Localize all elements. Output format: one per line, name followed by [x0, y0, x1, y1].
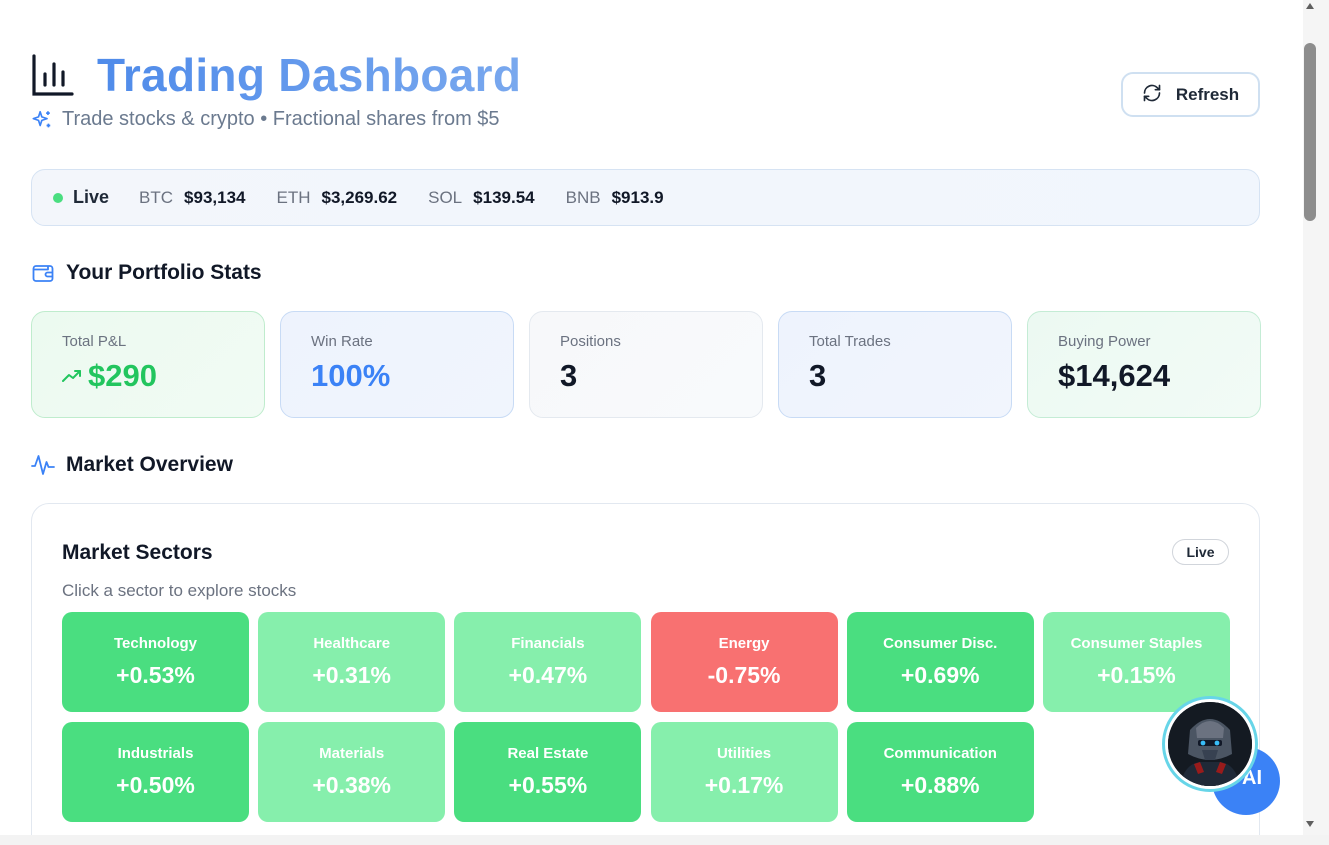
- stat-value: $14,624: [1058, 358, 1171, 393]
- horizontal-scroll-track: [0, 835, 1329, 845]
- stat-card-positions: Positions 3: [529, 311, 763, 418]
- activity-icon: [31, 453, 55, 477]
- sector-change: +0.31%: [312, 662, 392, 688]
- sector-name: Energy: [718, 635, 770, 652]
- scrollbar-thumb[interactable]: [1304, 43, 1316, 221]
- stat-value: 3: [560, 358, 578, 393]
- stat-label: Total Trades: [809, 333, 891, 350]
- ticker-price: $139.54: [473, 187, 535, 207]
- ticker-price: $3,269.62: [321, 187, 398, 207]
- page-header: Trading Dashboard Trade stocks & crypto …: [31, 48, 521, 131]
- stat-card-win-rate: Win Rate 100%: [280, 311, 514, 418]
- sector-name: Real Estate: [507, 745, 589, 762]
- sector-name: Industrials: [117, 745, 194, 762]
- sector-change: +0.69%: [900, 662, 980, 688]
- vertical-scrollbar[interactable]: [1303, 0, 1329, 835]
- sector-tile-consumer-disc[interactable]: Consumer Disc. +0.69%: [846, 612, 1034, 712]
- page-title: Trading Dashboard: [97, 49, 522, 101]
- sector-name: Technology: [113, 635, 198, 652]
- scroll-down-arrow-icon[interactable]: [1304, 818, 1316, 830]
- sector-change: +0.47%: [508, 662, 588, 688]
- ticker-item-eth: ETH $3,269.62: [276, 188, 397, 208]
- price-ticker: Live BTC $93,134 ETH $3,269.62 SOL $139.…: [31, 169, 1260, 226]
- ticker-item-bnb: BNB $913.9: [566, 188, 664, 208]
- stat-label: Buying Power: [1058, 333, 1151, 350]
- stat-value: $290: [88, 358, 157, 393]
- stat-card-total-pl: Total P&L $290: [31, 311, 265, 418]
- stat-card-total-trades: Total Trades 3: [778, 311, 1012, 418]
- sector-change: +0.50%: [116, 772, 195, 798]
- ticker-price: $913.9: [611, 187, 664, 207]
- page-subtitle: Trade stocks & crypto • Fractional share…: [62, 108, 500, 130]
- sectors-subtitle: Click a sector to explore stocks: [62, 581, 297, 600]
- market-sectors-card: Market Sectors Live Click a sector to ex…: [31, 503, 1260, 835]
- market-heading: Market Overview: [31, 453, 233, 477]
- ticker-symbol: BTC: [139, 187, 174, 207]
- sector-tile-real-estate[interactable]: Real Estate +0.55%: [454, 722, 642, 822]
- section-title: Your Portfolio Stats: [66, 261, 262, 284]
- portfolio-stats: Total P&L $290 Win Rate 100% Positions 3…: [31, 311, 1261, 418]
- stat-label: Win Rate: [311, 333, 373, 350]
- live-indicator-dot: [53, 192, 63, 203]
- ticker-price: $93,134: [184, 187, 246, 207]
- ticker-symbol: ETH: [276, 187, 311, 207]
- sector-grid: Technology +0.53% Healthcare +0.31% Fina…: [62, 612, 1230, 822]
- sector-tile-energy[interactable]: Energy -0.75%: [650, 612, 838, 712]
- sector-name: Materials: [319, 745, 385, 762]
- sector-change: +0.88%: [900, 772, 980, 798]
- sparkles-icon: [31, 109, 53, 131]
- ticker-item-btc: BTC $93,134: [139, 188, 245, 208]
- sector-change: +0.17%: [704, 772, 784, 798]
- sector-tile-communication[interactable]: Communication +0.88%: [846, 722, 1034, 822]
- stat-label: Total P&L: [62, 333, 127, 350]
- sector-change: +0.38%: [312, 772, 392, 798]
- sector-change: +0.55%: [508, 772, 588, 798]
- live-status: Live: [73, 187, 110, 207]
- stat-value: 100%: [311, 358, 391, 393]
- trending-up-icon: [62, 369, 82, 383]
- sector-tile-financials[interactable]: Financials +0.47%: [454, 612, 642, 712]
- sector-name: Consumer Disc.: [883, 635, 998, 652]
- stat-value: 3: [809, 358, 827, 393]
- sector-change: +0.53%: [116, 662, 195, 688]
- stat-label: Positions: [560, 333, 621, 350]
- refresh-icon: [1142, 83, 1162, 106]
- section-title: Market Overview: [66, 453, 233, 476]
- ticker-symbol: SOL: [428, 187, 463, 207]
- sectors-title: Market Sectors: [62, 541, 213, 564]
- sector-tile-industrials[interactable]: Industrials +0.50%: [62, 722, 249, 822]
- stat-card-buying-power: Buying Power $14,624: [1027, 311, 1261, 418]
- sector-tile-healthcare[interactable]: Healthcare +0.31%: [258, 612, 446, 712]
- scroll-up-arrow-icon[interactable]: [1304, 0, 1316, 12]
- bar-chart-icon: [31, 50, 77, 100]
- refresh-label: Refresh: [1175, 84, 1240, 104]
- sector-change: -0.75%: [707, 662, 781, 688]
- sector-name: Communication: [883, 745, 997, 762]
- refresh-button[interactable]: Refresh: [1121, 72, 1260, 117]
- live-badge: Live: [1172, 539, 1229, 565]
- ai-assistant-avatar[interactable]: [1162, 696, 1258, 792]
- sector-tile-materials[interactable]: Materials +0.38%: [258, 722, 446, 822]
- dashboard-page: Trading Dashboard Trade stocks & crypto …: [31, 48, 1280, 835]
- sector-change: +0.15%: [1097, 662, 1176, 688]
- robot-avatar-icon: [1168, 702, 1252, 786]
- sector-name: Consumer Staples: [1070, 635, 1203, 652]
- portfolio-heading: Your Portfolio Stats: [31, 261, 262, 285]
- ticker-symbol: BNB: [565, 187, 601, 207]
- ticker-item-sol: SOL $139.54: [428, 188, 534, 208]
- sector-tile-utilities[interactable]: Utilities +0.17%: [650, 722, 838, 822]
- wallet-icon: [31, 261, 55, 285]
- sector-tile-technology[interactable]: Technology +0.53%: [62, 612, 249, 712]
- sector-name: Financials: [511, 635, 585, 652]
- sector-tile-consumer-staples[interactable]: Consumer Staples +0.15%: [1042, 612, 1230, 712]
- sector-name: Healthcare: [313, 635, 391, 652]
- sector-name: Utilities: [716, 745, 772, 762]
